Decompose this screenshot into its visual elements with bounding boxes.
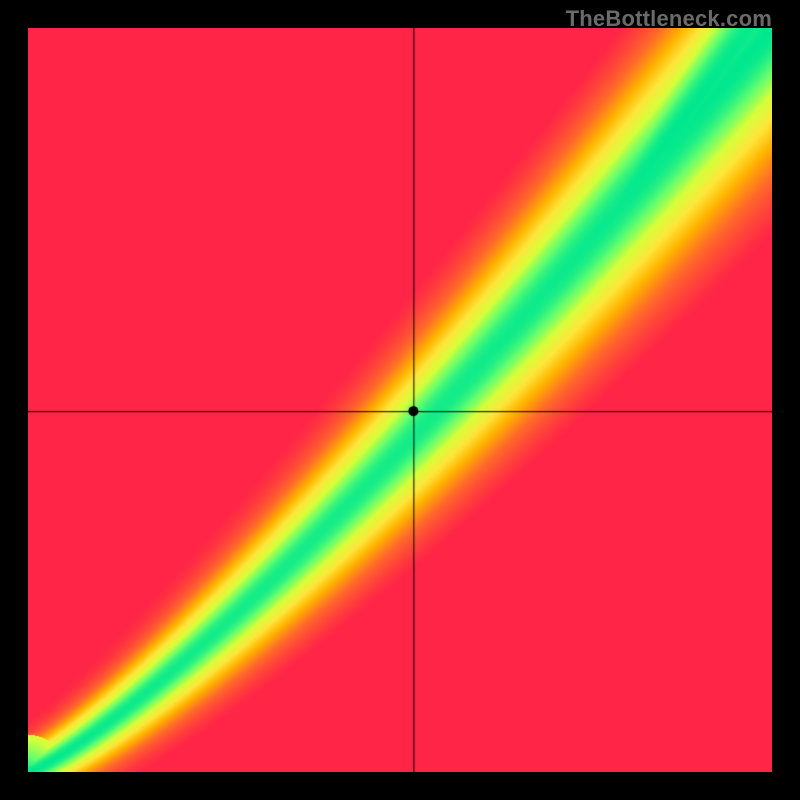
watermark-text: TheBottleneck.com [566,6,772,32]
heatmap-plot [28,28,772,772]
heatmap-canvas [28,28,772,772]
